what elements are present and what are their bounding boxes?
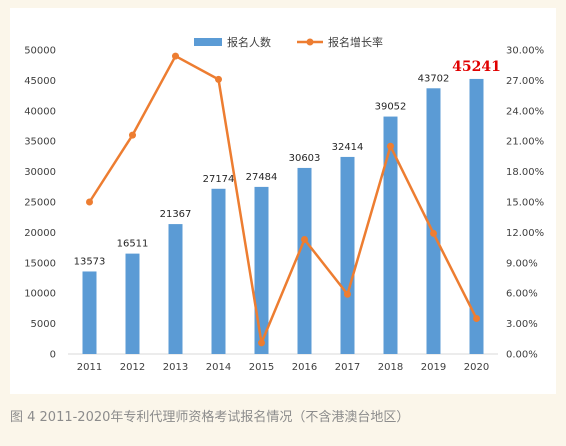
x-tick-label: 2014 [206,362,231,373]
growth-rate-point [172,52,179,60]
bar [340,156,355,354]
x-tick-label: 2016 [292,362,317,373]
growth-rate-point [473,315,480,323]
bar-value-label-highlight: 45241 [452,59,501,75]
x-tick-label: 2011 [77,362,102,373]
y-left-tick-label: 25000 [24,198,56,209]
y-right-tick-label: 30.00% [506,46,544,57]
y-right-tick-label: 6.00% [506,289,538,300]
bar [125,253,140,354]
bar-value-label: 30603 [289,153,321,164]
bar-value-label: 39052 [375,102,407,113]
bar [469,78,484,354]
growth-rate-line [88,54,478,345]
y-left-tick-label: 20000 [24,228,56,239]
y-right-tick-label: 27.00% [506,76,544,87]
x-tick-label: 2017 [335,362,360,373]
bar-value-label: 27174 [203,174,235,185]
bar-value-label: 13573 [74,256,106,267]
x-tick-label: 2012 [120,362,145,373]
bar [254,186,269,354]
y-right-tick-label: 12.00% [506,228,544,239]
y-left-tick-label: 50000 [24,46,56,57]
bar [297,167,312,354]
growth-rate-point [129,131,136,139]
x-tick-label: 2013 [163,362,188,373]
bar-value-label: 27484 [246,172,278,183]
growth-rate-point [430,229,437,237]
y-left-tick-label: 40000 [24,106,56,117]
growth-rate-point [215,75,222,83]
figure-caption: 图 4 2011-2020年专利代理师资格考试报名情况（不含港澳台地区） [10,410,410,425]
legend-line-label: 报名增长率 [328,35,383,49]
y-right-tick-label: 3.00% [506,319,538,330]
growth-rate-point [387,142,394,150]
legend-line-marker [306,38,314,46]
x-tick-label: 2020 [464,362,489,373]
y-right-tick-label: 21.00% [506,137,544,148]
bar [426,88,441,354]
y-right-tick-label: 15.00% [506,198,544,209]
bar [211,188,226,354]
bar-value-label: 32414 [332,142,364,153]
y-right-tick-label: 24.00% [506,106,544,117]
bar [383,116,398,354]
y-left-tick-label: 45000 [24,76,56,87]
y-left-tick-label: 15000 [24,258,56,269]
y-right-tick-label: 9.00% [506,258,538,269]
y-left-tick-label: 30000 [24,167,56,178]
y-left-tick-label: 35000 [24,137,56,148]
growth-rate-point [258,339,265,347]
bar [168,224,183,354]
x-tick-label: 2018 [378,362,403,373]
x-tick-label: 2015 [249,362,274,373]
bar-value-label: 43702 [418,73,450,84]
bar [82,271,97,354]
y-left-tick-label: 5000 [31,319,56,330]
growth-rate-point [344,290,351,298]
bar-value-label: 21367 [160,209,192,220]
growth-rate-point [86,198,93,206]
growth-rate-point [301,235,308,243]
legend-bar-label: 报名人数 [227,35,271,49]
bar-value-label: 16511 [117,239,149,250]
y-right-tick-label: 0.00% [506,350,538,361]
chart: 0 5000 10000 15000 20000 25000 30000 35000 40000… [24,35,544,373]
x-tick-label: 2019 [421,362,446,373]
legend-bar-swatch [194,38,222,46]
y-left-tick-label: 10000 [24,289,56,300]
y-right-tick-label: 18.00% [506,167,544,178]
y-left-tick-label: 0 [50,350,56,361]
chart-card: 0 5000 10000 15000 20000 25000 30000 35000 40000… [10,8,556,394]
